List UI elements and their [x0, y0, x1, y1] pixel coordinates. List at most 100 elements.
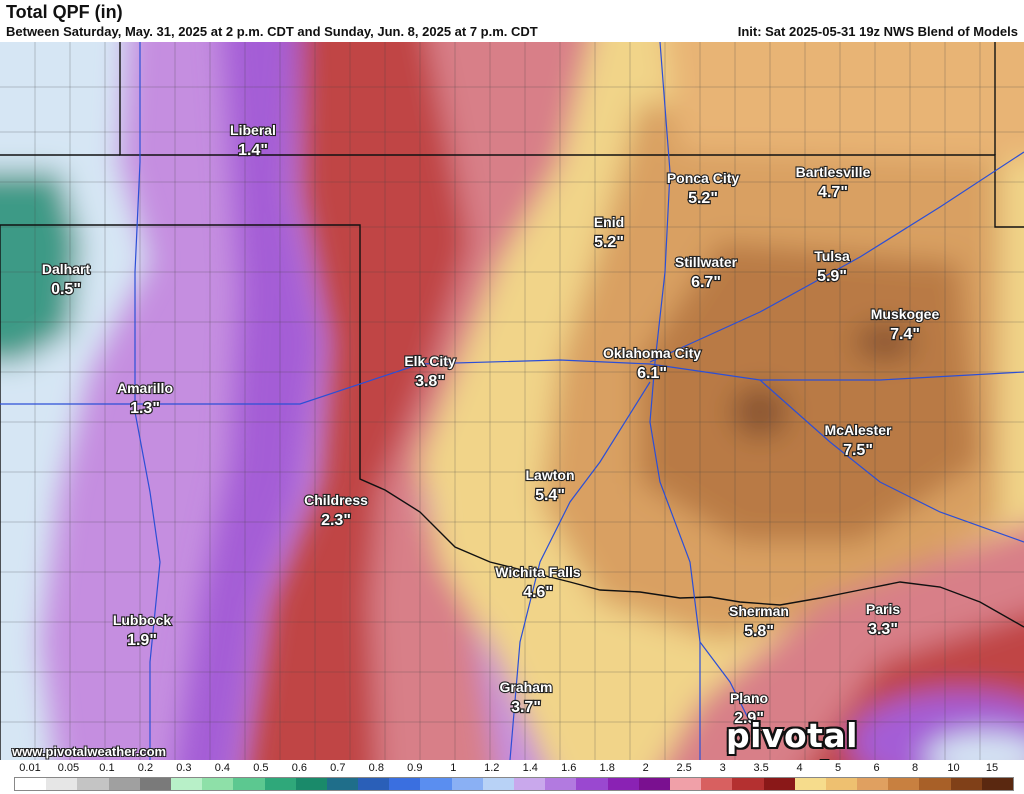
- legend-tick-label: 2: [642, 762, 649, 774]
- legend-swatch: [389, 778, 421, 790]
- legend-tick-label: 0.9: [407, 762, 423, 774]
- city-value: 0.5": [51, 281, 81, 298]
- city-name: McAlester: [825, 422, 892, 438]
- city-bartlesville: Bartlesville 4.7": [795, 163, 872, 202]
- city-value: 5.4": [535, 487, 565, 504]
- legend-swatch: [919, 778, 951, 790]
- city-value: 1.3": [130, 400, 160, 417]
- legend-swatch: [264, 778, 296, 790]
- legend-tick-label: 1.2: [484, 762, 500, 774]
- city-name: Oklahoma City: [603, 345, 701, 361]
- legend-tick-label: 15: [985, 762, 999, 774]
- legend-tick-label: 8: [911, 762, 919, 774]
- city-plano: Plano 2.9": [729, 689, 769, 728]
- legend-tick-label: 0.1: [99, 762, 115, 774]
- city-name: Graham: [500, 679, 553, 695]
- city-value: 5.2": [594, 234, 624, 251]
- city-name: Liberal: [230, 122, 276, 138]
- legend-swatch: [545, 778, 577, 790]
- legend-swatch: [576, 778, 608, 790]
- city-wichita-falls: Wichita Falls 4.6": [494, 563, 582, 602]
- city-value: 6.1": [637, 365, 667, 382]
- city-liberal: Liberal 1.4": [229, 121, 277, 160]
- legend-tick-label: 0.05: [57, 762, 80, 774]
- city-ponca-city: Ponca City 5.2": [666, 169, 741, 208]
- legend-swatch: [794, 778, 826, 790]
- city-value: 1.4": [238, 142, 268, 159]
- legend-swatch: [482, 778, 514, 790]
- city-name: Amarillo: [117, 380, 173, 396]
- city-sherman: Sherman 5.8": [728, 602, 790, 641]
- city-stillwater: Stillwater 6.7": [674, 253, 739, 292]
- city-childress: Childress 2.3": [303, 491, 369, 530]
- map-title: Total QPF (in): [6, 2, 123, 22]
- legend-swatch: [46, 778, 78, 790]
- city-oklahoma-city: Oklahoma City 6.1": [602, 344, 702, 383]
- city-value: 4.7": [818, 184, 848, 201]
- city-value: 3.3": [868, 621, 898, 638]
- legend-swatch: [358, 778, 390, 790]
- city-value: 3.8": [415, 373, 445, 390]
- color-scale-legend: 0.01 0.05 0.1 0.2 0.3 0.4 0.5 0.6 0.7 0.8 0.9 1 1.2 1…: [0, 760, 1024, 791]
- precip-shading: [0, 42, 1024, 760]
- highways: [0, 42, 1024, 760]
- city-name: Plano: [730, 690, 768, 706]
- legend-swatch: [732, 778, 764, 790]
- city-paris: Paris 3.3": [865, 600, 902, 639]
- legend-swatch: [420, 778, 452, 790]
- precipitation-map-canvas: Liberal 1.4" Ponca City 5.2" Bartlesvill…: [0, 42, 1024, 760]
- valid-period: Between Saturday, May. 31, 2025 at 2 p.m…: [6, 24, 538, 39]
- legend-tick-label: 6: [873, 762, 880, 774]
- city-value: 5.2": [688, 190, 718, 207]
- legend-swatch: [950, 778, 982, 790]
- legend-swatch: [326, 778, 359, 790]
- city-dalhart: Dalhart 0.5": [41, 260, 92, 299]
- precipitation-map: Liberal 1.4" Ponca City 5.2" Bartlesvill…: [0, 42, 1024, 760]
- map-header: Total QPF (in) Between Saturday, May. 31…: [0, 0, 1024, 42]
- city-value: 4.6": [523, 584, 553, 601]
- legend-swatch: [295, 778, 327, 790]
- model-init-label: Init: Sat 2025-05-31 19z NWS Blend of Mo…: [737, 24, 1018, 39]
- legend-swatch: [15, 778, 47, 790]
- city-name: Bartlesville: [796, 164, 871, 180]
- city-graham: Graham 3.7": [498, 678, 553, 717]
- legend-swatch: [701, 778, 733, 790]
- legend-tick-label: 4: [796, 762, 803, 774]
- legend-tick-label: 0.5: [253, 762, 269, 774]
- legend-tick-label: 10: [947, 762, 960, 774]
- legend-swatch: [139, 778, 171, 790]
- legend-swatch: [108, 778, 140, 790]
- state-boundaries: [0, 42, 1024, 760]
- legend-tick-label: 0.01: [19, 762, 41, 774]
- legend-tick-label: 1.4: [522, 762, 538, 774]
- legend-swatch: [514, 778, 546, 790]
- city-value: 3.7": [511, 699, 541, 716]
- legend-tick-label: 1: [450, 762, 457, 774]
- city-lubbock: Lubbock 1.9": [112, 611, 173, 650]
- legend-swatch: [77, 778, 109, 790]
- legend-swatch: [669, 778, 702, 790]
- legend-swatch: [233, 778, 265, 790]
- legend-swatch: [638, 778, 670, 790]
- city-value: 6.7": [691, 274, 721, 291]
- site-url: www.pivotalweather.com: [12, 744, 167, 759]
- city-name: Ponca City: [667, 170, 740, 186]
- legend-tick-label: 0.8: [368, 762, 384, 774]
- legend-tick-label: 0.7: [330, 762, 346, 774]
- city-name: Muskogee: [871, 306, 940, 322]
- city-value: 5.8": [744, 623, 774, 640]
- city-name: Paris: [866, 601, 900, 617]
- city-labels: Liberal 1.4" Ponca City 5.2" Bartlesvill…: [41, 121, 941, 728]
- city-name: Lawton: [526, 467, 575, 483]
- city-name: Wichita Falls: [495, 564, 581, 580]
- legend-tick-label: 1.8: [599, 762, 615, 774]
- city-name: Sherman: [729, 603, 789, 619]
- legend-swatch: [202, 778, 234, 790]
- legend-swatch: [763, 778, 795, 790]
- legend-swatch: [981, 778, 1013, 790]
- city-value: 2.3": [321, 512, 351, 529]
- city-name: Stillwater: [675, 254, 738, 270]
- city-value: 2.9": [734, 710, 764, 727]
- legend-tick-label: 0.3: [176, 762, 192, 774]
- legend-tick-label: 3.5: [753, 762, 769, 774]
